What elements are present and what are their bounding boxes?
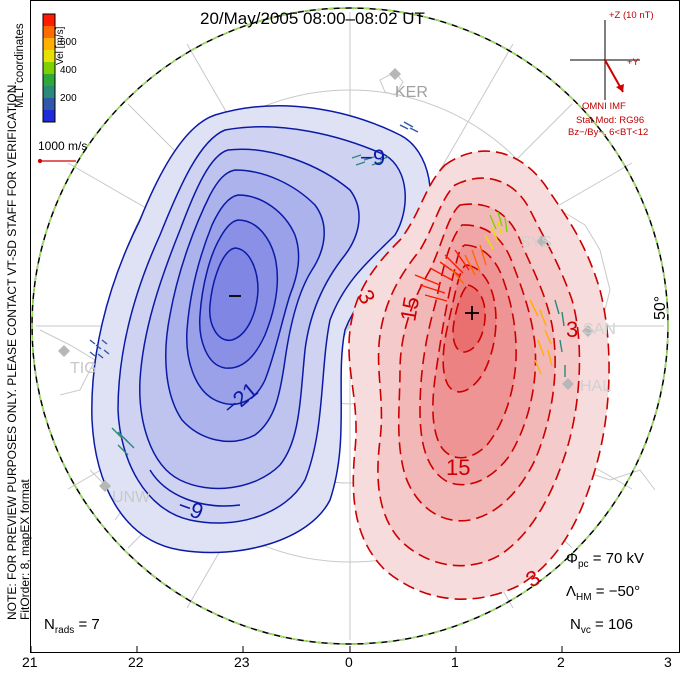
colorbar: [42, 13, 56, 123]
colorbar-segment: [43, 26, 55, 39]
stat-n-rads: Nrads = 7: [44, 616, 100, 636]
stat-lambda-hm: ΛHM = −50°: [566, 583, 641, 603]
map-title: 20/May/2005 08:00–08:02 UT: [200, 9, 425, 28]
stat-n-vc: Nvc = 106: [570, 616, 633, 636]
imf-condition: Bz−/By−, 6<BT<12: [568, 127, 649, 138]
imf-z-label: +Z (10 nT): [609, 10, 654, 21]
colorbar-segment: [43, 98, 55, 111]
colorbar-tick-600: 600: [60, 37, 77, 48]
velocity-vectors: [89, 121, 566, 456]
pos-contour-7: [452, 284, 486, 353]
radar-stations: [58, 68, 594, 492]
contour-label-pos-3-right: 3: [566, 317, 579, 342]
station-tig: TIG: [70, 360, 97, 377]
imf-source-label: OMNI IMF: [582, 101, 626, 112]
fit-order-note: FitOrder: 8, mapEX format: [18, 479, 32, 620]
velocity-scale-arrow: [37, 158, 76, 164]
x-tick-22: 22: [128, 654, 144, 670]
colorbar-tick-200: 200: [60, 93, 77, 104]
colorbar-segment: [43, 50, 55, 63]
x-tick-21: 21: [22, 654, 38, 670]
colorbar-segment: [43, 38, 55, 51]
neg-contour-7: [209, 247, 259, 341]
imf-clock-diagram: [570, 20, 640, 100]
colorbar-border: [42, 13, 56, 123]
colorbar-segment: [43, 110, 55, 123]
positive-convection-cell: [348, 150, 610, 600]
velocity-scale-label: 1000 m/s: [38, 139, 88, 153]
x-tick-2: 2: [557, 654, 565, 670]
contour-label-pos-15-left: 15: [395, 294, 425, 324]
colorbar-segment: [43, 86, 55, 99]
colorbar-segment: [43, 14, 55, 27]
x-tick-0: 0: [345, 654, 353, 670]
x-tick-23: 23: [234, 654, 250, 670]
negative-convection-cell: [91, 105, 432, 554]
contour-label-neg-9-top: −9: [360, 145, 386, 170]
colorbar-segment: [43, 74, 55, 87]
stat-phi-pc: Φpc = 70 kV: [566, 550, 644, 570]
x-axis-ticks: [30, 646, 563, 652]
station-san: SAN: [583, 321, 616, 338]
contour-label-pos-15-bottom: 15: [446, 455, 471, 480]
station-hal: HAL: [580, 378, 612, 395]
station-sys: SYS: [520, 234, 553, 251]
latitude-label: 50°: [652, 295, 669, 320]
x-tick-3: 3: [664, 654, 672, 670]
station-ker: KER: [395, 84, 428, 101]
x-tick-1: 1: [451, 654, 459, 670]
colorbar-tick-400: 400: [60, 65, 77, 76]
imf-stat-model: Stat Mod: RG96: [576, 115, 645, 126]
imf-y-label: +Y: [627, 57, 639, 68]
colorbar-segment: [43, 62, 55, 75]
station-unw: UNW: [112, 489, 151, 506]
preview-note: NOTE: FOR PREVIEW PURPOSES ONLY. PLEASE …: [5, 81, 19, 620]
